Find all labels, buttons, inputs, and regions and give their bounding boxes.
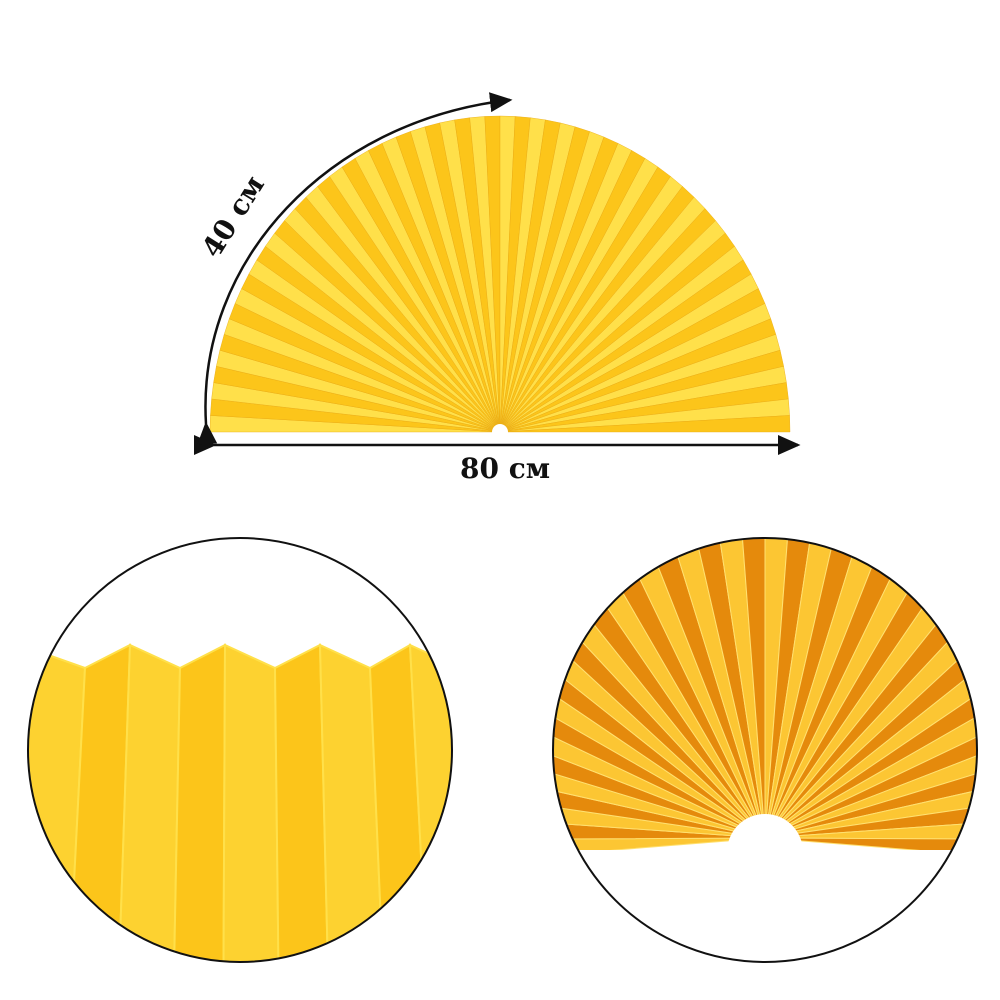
fan-pleat (222, 643, 280, 962)
width-label: 80 см (460, 452, 551, 485)
fan-pleat (172, 643, 227, 962)
closeup-center (553, 538, 977, 962)
fan-pleat (318, 643, 385, 962)
closeup-circle-left (27, 537, 453, 963)
arc-arrow (197, 92, 513, 445)
fan-pleat (408, 643, 452, 962)
paper-fan (209, 115, 791, 440)
fan-pleat (68, 643, 132, 962)
fan-pleat (117, 643, 182, 962)
fan-pleat (499, 415, 791, 433)
fan-pleat (273, 643, 330, 962)
closeup-edge (28, 643, 452, 962)
fan-pleat (28, 643, 87, 962)
closeup-circle-right (552, 537, 978, 963)
